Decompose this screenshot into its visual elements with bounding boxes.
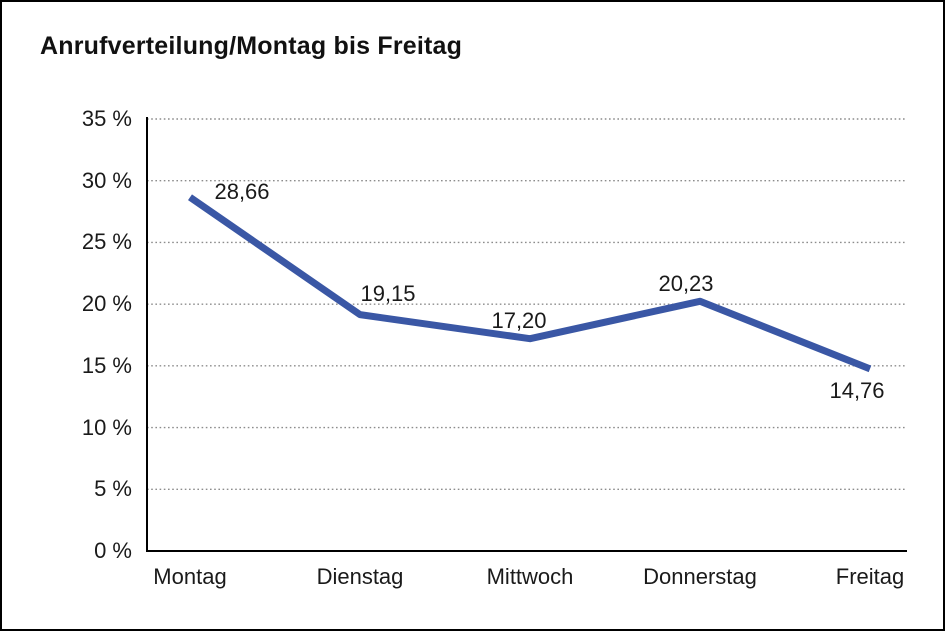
chart-title: Anrufverteilung/Montag bis Freitag (40, 32, 463, 60)
data-line (188, 194, 872, 373)
